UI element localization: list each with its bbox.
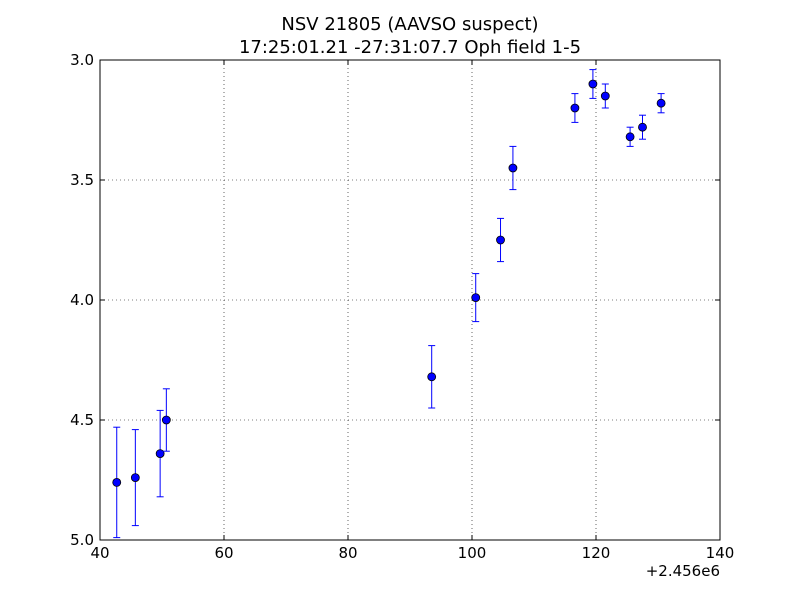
data-point: [508, 163, 518, 173]
grid-layer: [100, 60, 720, 540]
data-point: [130, 473, 140, 483]
chart-title-line-2: 17:25:01.21 -27:31:07.7 Oph field 1-5: [239, 37, 581, 58]
axis-layer: [99, 59, 721, 541]
data-point: [638, 122, 647, 132]
x-axis-offset-label: +2.456e6: [646, 562, 720, 580]
data-point: [625, 132, 635, 142]
y-tick-label: 5.0: [70, 531, 94, 549]
x-tick-label: 120: [582, 544, 611, 562]
chart-title-line-1: NSV 21805 (AAVSO suspect): [281, 14, 538, 35]
data-point: [112, 477, 122, 487]
y-tick-label: 4.0: [70, 291, 94, 309]
x-tick-label: 40: [90, 544, 109, 562]
x-tick-label: 60: [214, 544, 233, 562]
data-point: [570, 103, 580, 113]
x-tick-label: 140: [706, 544, 735, 562]
data-point: [600, 91, 610, 101]
data-point: [155, 449, 165, 459]
data-point: [656, 98, 666, 108]
data-point: [588, 79, 598, 89]
y-tick-label: 3.0: [70, 51, 94, 69]
label-layer: 40 60 80 100 120 140 3.0 3.5 4.0 4.5 5.0: [70, 51, 734, 562]
x-tick-label: 80: [338, 544, 357, 562]
y-tick-label: 3.5: [70, 171, 94, 189]
data-layer: [112, 69, 666, 539]
data-point: [496, 235, 505, 245]
data-point: [161, 415, 171, 425]
y-tick-label: 4.5: [70, 411, 94, 429]
data-point: [427, 372, 437, 382]
data-point: [471, 293, 481, 303]
x-tick-label: 100: [458, 544, 487, 562]
